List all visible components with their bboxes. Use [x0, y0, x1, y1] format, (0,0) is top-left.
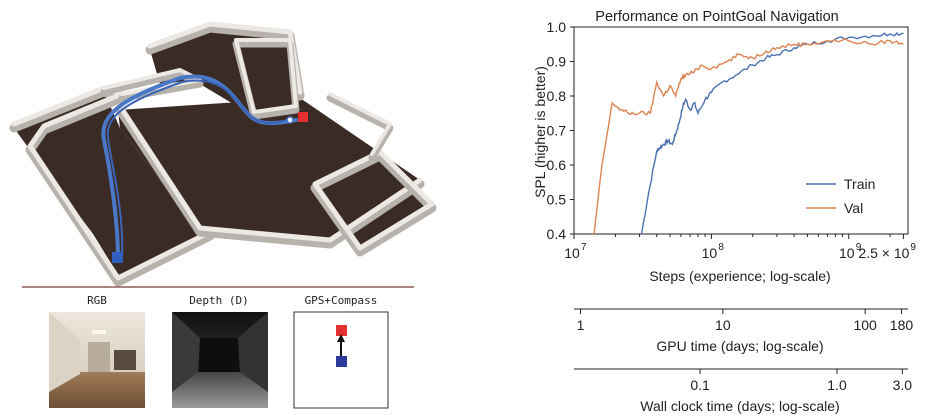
y-tick-label: 1.0: [547, 19, 567, 35]
x-tick-text: 2.5 × 10: [858, 245, 909, 261]
wall-center-top: [117, 103, 423, 243]
floor-bottom-left: [60, 170, 200, 278]
x-tick-exponent: 8: [718, 242, 724, 253]
gps-arrowhead: [337, 334, 345, 342]
x-tick-text: 10: [564, 245, 580, 261]
y-tick-label: 0.4: [547, 226, 567, 242]
depth-label: Depth (D): [189, 294, 249, 307]
depth-image: [172, 312, 268, 408]
secondary-tick-label: 1: [577, 317, 585, 333]
secondary-tick-label: 3.0: [893, 377, 913, 393]
x-tick-label: 10 9: [839, 242, 862, 261]
y-tick-label: 0.7: [547, 123, 567, 139]
y-tick-label: 0.5: [547, 192, 567, 208]
wall-clock-axis: 0.1 1.0 3.0: [574, 368, 913, 393]
gps-compass-label: GPS+Compass: [305, 294, 378, 307]
wall-right-notch: [326, 94, 394, 162]
x-tick-label: 2.5 × 10 9: [858, 242, 916, 261]
gps-goal-marker: [336, 325, 347, 336]
gpu-time-axis: 1 10 100 180: [574, 308, 914, 333]
wall-right-notch-top: [328, 92, 392, 156]
x-ticks: 10 7 10 8 10 92.5 × 10 9: [564, 234, 916, 261]
x-tick-text: 10: [839, 245, 855, 261]
wall-clock-axis-label: Wall clock time (days; log-scale): [640, 398, 839, 414]
gpu-axis-label: GPU time (days; log-scale): [656, 338, 823, 354]
y-tick-label: 0.6: [547, 157, 567, 173]
navigation-illustration: RGB Depth (D) GPS+Compass: [0, 0, 440, 415]
legend-label-val: Val: [844, 200, 863, 216]
secondary-tick-label: 100: [853, 317, 877, 333]
goal-marker: [298, 112, 308, 122]
x-axis-label: Steps (experience; log-scale): [649, 268, 830, 284]
x-tick-label: 10 8: [702, 242, 725, 261]
wall-inner-room-top: [234, 38, 298, 114]
x-tick-text: 10: [702, 245, 718, 261]
start-marker: [112, 252, 123, 263]
spl-chart: Performance on PointGoal Navigation SPL …: [440, 0, 926, 415]
floor-top-rooms: [150, 28, 300, 108]
legend-label-train: Train: [844, 176, 875, 192]
rgb-label: RGB: [87, 294, 107, 307]
series-line-val: [593, 38, 904, 235]
x-tick-exponent: 9: [910, 242, 916, 253]
gps-compass-panel: [293, 311, 389, 409]
x-tick-exponent: 9: [856, 242, 862, 253]
y-tick-label: 0.8: [547, 88, 567, 104]
rgb-image: [49, 312, 145, 408]
navigation-map-svg: RGB Depth (D) GPS+Compass: [9, 21, 437, 409]
y-ticks: 0.4 0.5 0.6 0.7 0.8 0.9 1.0: [547, 19, 574, 242]
series-line-train: [640, 31, 904, 235]
legend: Train Val: [806, 176, 875, 216]
agent-path-secondary: [106, 79, 293, 259]
y-axis-label: SPL (higher is better): [532, 66, 548, 198]
chart-title: Performance on PointGoal Navigation: [595, 9, 838, 25]
agent-current-position: [286, 116, 294, 124]
secondary-tick-label: 180: [890, 317, 914, 333]
secondary-tick-label: 0.1: [690, 377, 710, 393]
x-tick-label: 10 7: [564, 242, 587, 261]
secondary-tick-label: 10: [715, 317, 731, 333]
chart-svg: Performance on PointGoal Navigation SPL …: [532, 9, 916, 414]
series-lines: [593, 31, 904, 235]
x-tick-exponent: 7: [581, 242, 587, 253]
floorplan-map: [9, 21, 437, 287]
y-tick-label: 0.9: [547, 54, 567, 70]
wall-right-room-top: [312, 149, 435, 251]
secondary-tick-label: 1.0: [827, 377, 847, 393]
gps-agent-marker: [336, 356, 347, 367]
